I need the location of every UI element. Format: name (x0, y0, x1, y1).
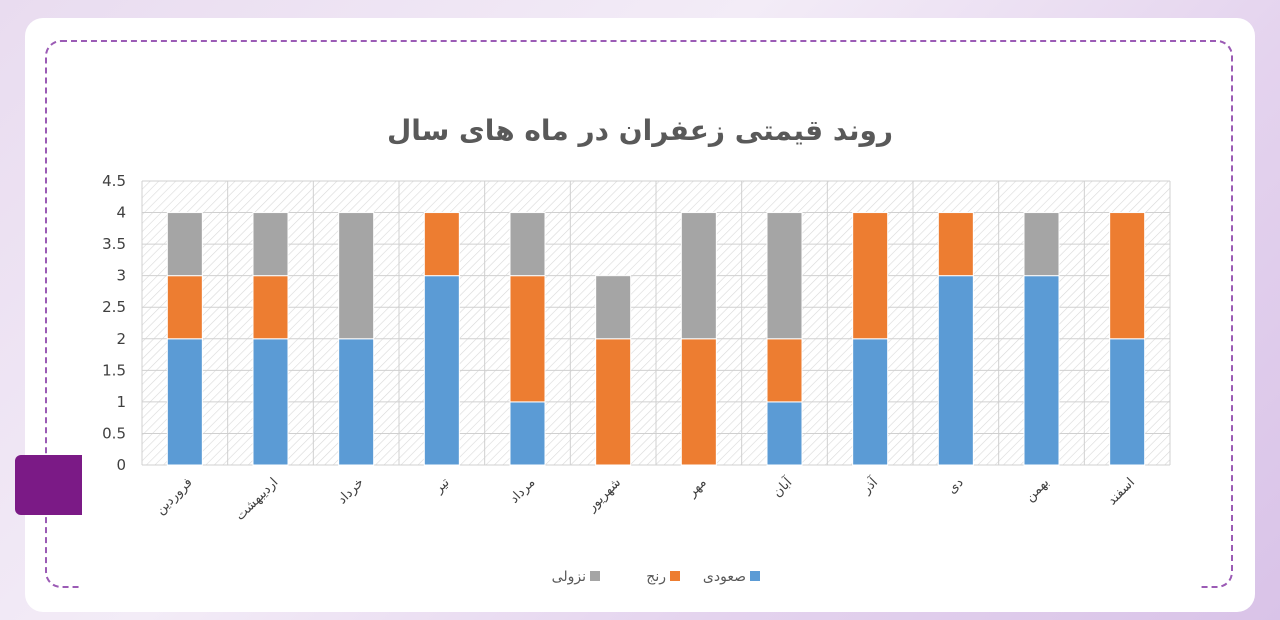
y-tick-label: 4 (116, 204, 126, 222)
y-tick-label: 2.5 (102, 298, 126, 316)
legend-swatch (750, 571, 760, 581)
bar-segment (338, 338, 375, 466)
legend-swatch (590, 571, 600, 581)
bar-segment (423, 275, 460, 466)
x-tick-label: خرداد (335, 475, 367, 507)
legend-label: صعودی (703, 569, 746, 585)
legend-swatch (670, 571, 680, 581)
bar-segment (509, 275, 546, 403)
y-tick-label: 4.5 (102, 172, 126, 190)
x-tick-label: مهر (684, 475, 710, 501)
legend-label: نزولی (552, 569, 586, 585)
bar-segment (423, 212, 460, 277)
x-tick-label: شهریور (584, 475, 624, 515)
bar-segment (166, 212, 203, 277)
bar-segment (509, 401, 546, 466)
x-tick-label: فروردین (153, 475, 196, 518)
y-tick-label: 2 (116, 330, 126, 348)
y-tick-label: 3 (116, 267, 126, 285)
x-tick-label: مرداد (507, 475, 538, 506)
x-tick-label: آذر (857, 473, 882, 498)
bar-segment (766, 401, 803, 466)
x-tick-label: اسفند (1105, 475, 1138, 508)
bar-segment (1023, 212, 1060, 277)
bar-segment (509, 212, 546, 277)
bar-segment (937, 275, 974, 466)
bar-segment (852, 338, 889, 466)
y-tick-label: 0 (116, 456, 126, 474)
bar-segment (766, 212, 803, 340)
bar-segment (252, 275, 289, 340)
x-tick-label: بهمن (1023, 475, 1053, 505)
x-tick-label: دی (945, 475, 967, 497)
y-tick-label: 1 (116, 393, 126, 411)
bar-segment (595, 275, 632, 340)
bar-segment (1109, 338, 1146, 466)
bar-segment (937, 212, 974, 277)
x-tick-label: تیر (431, 475, 453, 497)
bar-segment (166, 275, 203, 340)
bar-segment (595, 338, 632, 466)
bar-segment (1023, 275, 1060, 466)
bar-segment (166, 338, 203, 466)
bar-segment (338, 212, 375, 340)
bar-segment (766, 338, 803, 403)
chart-title: روند قیمتی زعفران در ماه های سال (387, 114, 893, 147)
x-tick-label: آبان (769, 473, 797, 501)
y-tick-label: 1.5 (102, 361, 126, 379)
y-tick-label: 0.5 (102, 424, 126, 442)
bar-segment (680, 338, 717, 466)
bar-segment (680, 212, 717, 340)
legend: صعودی رنج نزولی (552, 569, 760, 585)
side-tab (15, 455, 85, 515)
x-tick-label: اردیبهشت (233, 475, 281, 523)
bar-segment (852, 212, 889, 340)
bar-segment (1109, 212, 1146, 340)
bar-segment (252, 212, 289, 277)
y-tick-label: 3.5 (102, 235, 126, 253)
bar-segment (252, 338, 289, 466)
legend-label: رنج (646, 569, 666, 585)
